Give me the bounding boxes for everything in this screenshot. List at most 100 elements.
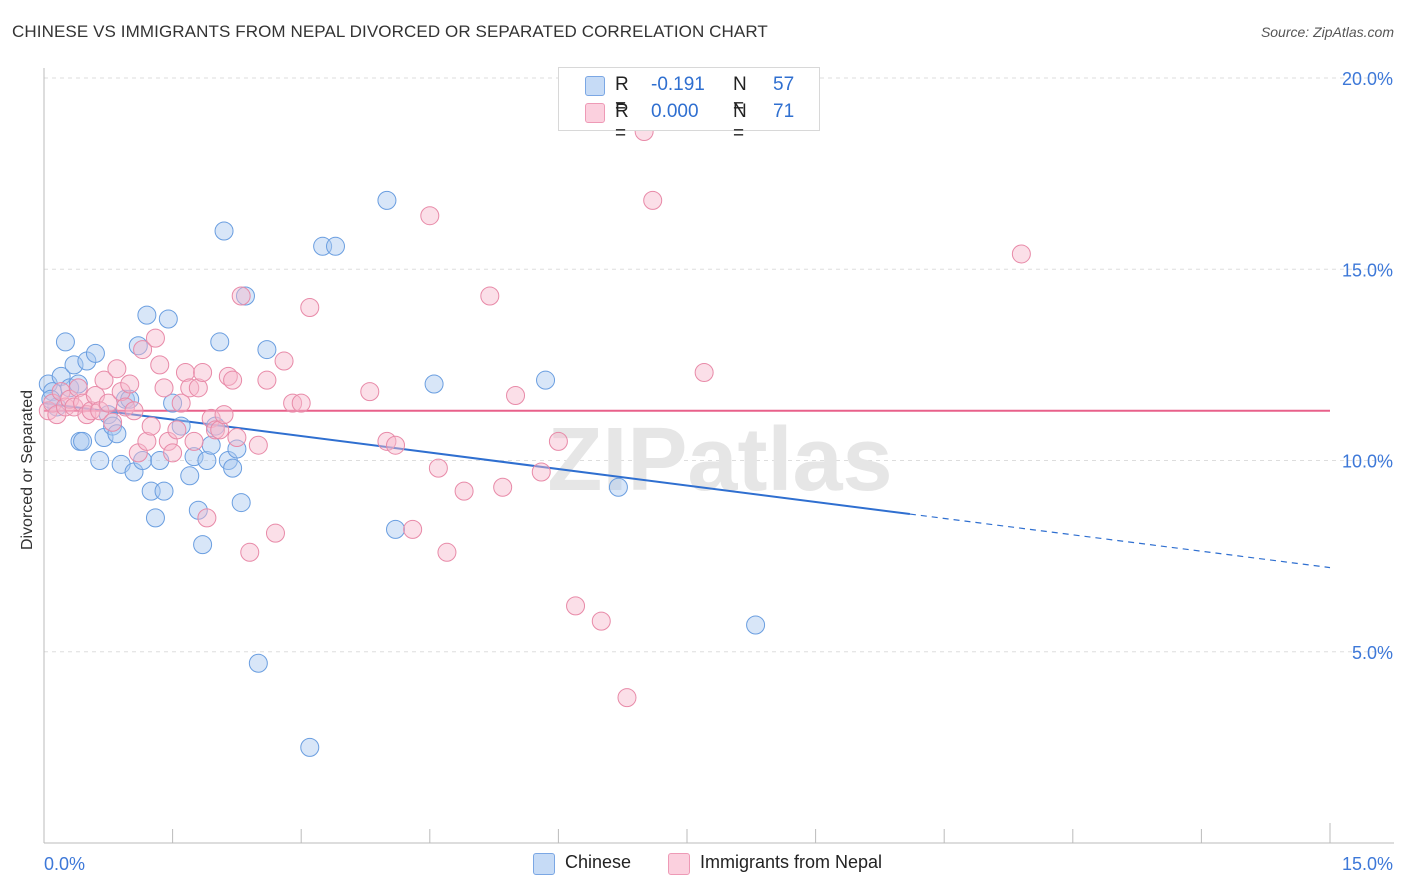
point-nepal — [274, 351, 294, 371]
point-chinese — [210, 332, 230, 352]
point-nepal — [227, 428, 247, 448]
point-chinese — [608, 477, 628, 497]
data-points — [38, 122, 1031, 757]
point-chinese — [248, 653, 268, 673]
point-chinese — [107, 424, 127, 444]
legend-swatch-chinese — [533, 853, 555, 875]
axes — [43, 68, 1394, 844]
point-chinese — [257, 340, 277, 360]
point-nepal — [167, 420, 187, 440]
point-chinese — [90, 451, 110, 470]
point-chinese — [227, 439, 247, 459]
y-tick-label: 20.0% — [1342, 69, 1393, 89]
point-nepal — [566, 596, 586, 616]
x-tick-label: 0.0% — [44, 854, 85, 874]
point-nepal — [240, 542, 260, 562]
point-nepal — [150, 355, 170, 375]
point-nepal — [257, 370, 277, 390]
point-chinese — [184, 447, 204, 467]
point-chinese — [746, 615, 766, 635]
point-nepal — [1011, 244, 1031, 264]
point-nepal — [223, 370, 243, 390]
point-chinese — [386, 519, 406, 539]
point-chinese — [536, 370, 556, 390]
point-nepal — [531, 462, 551, 482]
legend-n-value: 57 — [773, 74, 795, 95]
y-tick-label: 10.0% — [1342, 452, 1393, 472]
chart-title: CHINESE VS IMMIGRANTS FROM NEPAL DIVORCE… — [12, 22, 768, 41]
point-chinese — [223, 458, 243, 478]
legend-label-chinese: Chinese — [565, 852, 632, 872]
legend-label-nepal: Immigrants from Nepal — [700, 852, 883, 872]
point-nepal — [403, 519, 423, 539]
point-nepal — [133, 340, 153, 360]
correlation-legend: R = -0.191 N = 57 R = 0.000 N = 71 — [558, 67, 820, 144]
point-nepal — [175, 363, 195, 383]
point-chinese — [214, 221, 234, 241]
legend-swatch-nepal — [585, 103, 605, 123]
legend-n-value: 71 — [773, 101, 795, 122]
legend-r-label: R = — [615, 74, 629, 117]
point-nepal — [548, 431, 568, 451]
point-nepal — [248, 435, 268, 455]
point-nepal — [171, 393, 191, 413]
point-chinese — [231, 493, 251, 513]
point-nepal — [103, 412, 123, 432]
point-chinese — [377, 190, 397, 210]
point-chinese — [180, 466, 200, 486]
point-nepal — [188, 378, 208, 398]
point-nepal — [617, 688, 637, 708]
legend-r-value: 0.000 — [651, 101, 699, 122]
legend-r-value: -0.191 — [651, 74, 705, 95]
point-nepal — [265, 523, 285, 543]
point-nepal — [163, 443, 183, 463]
point-chinese — [145, 508, 165, 528]
point-chinese — [137, 305, 157, 325]
point-nepal — [154, 378, 174, 398]
point-nepal — [141, 416, 161, 436]
point-nepal — [193, 363, 213, 383]
point-nepal — [120, 374, 140, 394]
point-nepal — [291, 393, 311, 413]
point-nepal — [437, 542, 457, 562]
legend-swatch-chinese — [585, 76, 605, 96]
point-nepal — [454, 481, 474, 501]
point-nepal — [210, 420, 230, 440]
point-nepal — [197, 508, 217, 528]
tick-labels: 5.0% 10.0% 15.0% 20.0% 0.0% 15.0% — [44, 69, 1393, 874]
point-nepal — [94, 370, 114, 390]
point-nepal — [107, 359, 127, 379]
point-nepal — [231, 286, 251, 306]
legend-n-label: N = — [733, 101, 747, 144]
point-nepal — [68, 378, 88, 398]
point-chinese — [325, 236, 345, 256]
point-chinese — [154, 481, 174, 501]
point-chinese — [193, 535, 213, 555]
point-nepal — [643, 190, 663, 210]
point-nepal — [493, 477, 513, 497]
point-nepal — [184, 431, 204, 451]
y-tick-label: 5.0% — [1352, 643, 1393, 663]
point-nepal — [386, 435, 406, 455]
point-nepal — [124, 401, 144, 421]
point-chinese — [235, 286, 255, 306]
watermark: ZIPatlas — [547, 410, 892, 510]
point-nepal — [145, 328, 165, 348]
legend-swatch-nepal — [668, 853, 690, 875]
legend-r-label: R = — [615, 101, 629, 144]
point-nepal — [360, 382, 380, 402]
y-axis-label: Divorced or Separated — [19, 389, 36, 551]
point-nepal — [591, 611, 611, 631]
grid-lines — [44, 77, 1394, 653]
point-chinese — [300, 737, 320, 757]
legend-n-label: N = — [733, 74, 747, 117]
point-chinese — [197, 451, 217, 470]
source-label: Source: ZipAtlas.com — [1260, 24, 1394, 40]
point-nepal — [506, 385, 526, 405]
trend-lines — [43, 402, 1331, 569]
point-chinese — [424, 374, 444, 394]
point-nepal — [428, 458, 448, 478]
x-tick-label: 15.0% — [1342, 854, 1393, 874]
point-chinese — [85, 343, 105, 363]
